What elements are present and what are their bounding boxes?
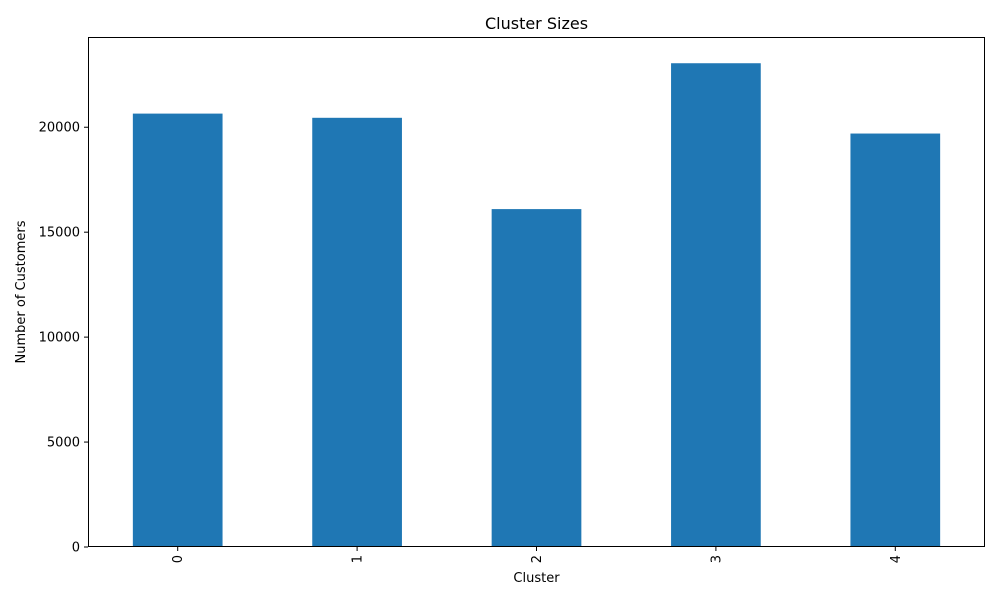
y-tick-label: 15000	[39, 226, 80, 241]
x-tick-label: 2	[530, 555, 545, 563]
x-tick-label: 4	[889, 555, 904, 563]
bar-cluster-4	[850, 133, 941, 547]
chart-title: Cluster Sizes	[485, 14, 588, 33]
x-axis-label: Cluster	[513, 571, 560, 586]
bar-cluster-1	[312, 117, 402, 548]
y-tick-label: 5000	[47, 436, 80, 451]
x-tick-label: 1	[351, 555, 366, 563]
plot-frame	[88, 37, 985, 547]
bar-cluster-2	[491, 209, 582, 548]
y-axis-label: Number of Customers	[14, 220, 29, 363]
y-tick-label: 20000	[39, 121, 80, 136]
y-axis-ticks: 0 5000 10000 15000 20000	[39, 121, 88, 556]
x-tick-label: 0	[171, 555, 186, 563]
bar-cluster-0	[132, 113, 223, 548]
x-tick-label: 3	[709, 555, 724, 563]
y-tick-label: 10000	[39, 331, 80, 346]
bars-group	[132, 63, 941, 548]
x-axis-ticks: 0 1 2 3 4	[171, 547, 904, 563]
y-tick-label: 0	[72, 541, 80, 556]
bar-cluster-3	[671, 63, 761, 548]
